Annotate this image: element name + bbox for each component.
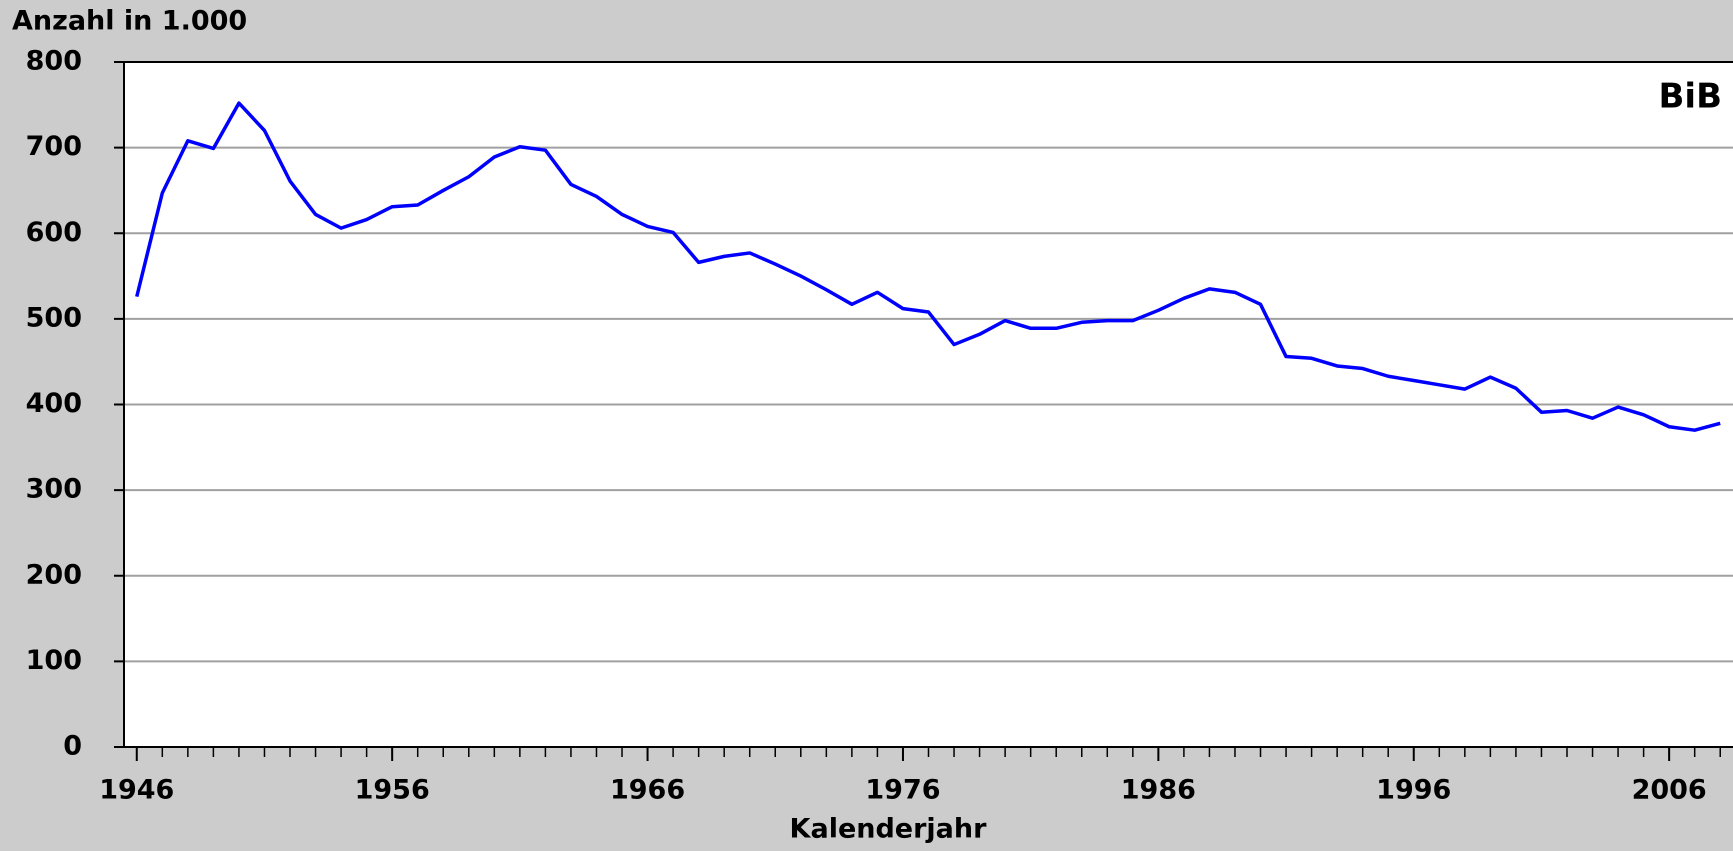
annotation: BiB — [1659, 77, 1722, 117]
y-tick-label: 700 — [26, 131, 82, 162]
y-tick-label: 0 — [63, 731, 82, 762]
y-tick-label: 600 — [26, 217, 82, 248]
y-tick-label: 800 — [26, 46, 82, 77]
chart-title: Anzahl in 1.000 — [12, 6, 247, 37]
y-tick-label: 200 — [26, 559, 82, 590]
y-tick-label: 400 — [26, 388, 82, 419]
x-axis-label: Kalenderjahr — [790, 814, 988, 845]
x-tick-label: 1966 — [610, 775, 685, 806]
y-tick-label: 100 — [26, 645, 82, 676]
x-tick-label: 1956 — [355, 775, 430, 806]
data-line — [135, 101, 1721, 432]
y-tick-label: 500 — [26, 302, 82, 333]
x-tick-label: 1986 — [1121, 775, 1196, 806]
y-tick-label: 300 — [26, 474, 82, 505]
x-tick-label: 1976 — [865, 775, 940, 806]
x-tick-label: 2006 — [1632, 775, 1707, 806]
x-tick-label: 1946 — [99, 775, 174, 806]
x-tick-label: 1996 — [1376, 775, 1451, 806]
